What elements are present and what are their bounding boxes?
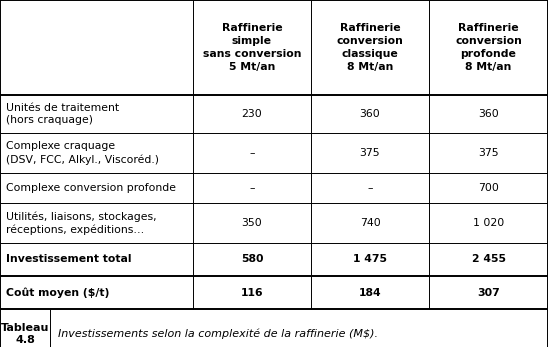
Text: 375: 375	[359, 148, 380, 158]
Text: 1 020: 1 020	[473, 218, 504, 228]
Text: Raffinerie
simple
sans conversion
5 Mt/an: Raffinerie simple sans conversion 5 Mt/a…	[203, 23, 301, 72]
Text: 230: 230	[242, 109, 262, 119]
Text: Unités de traitement
(hors craquage): Unités de traitement (hors craquage)	[6, 103, 119, 125]
Text: Coût moyen ($/t): Coût moyen ($/t)	[6, 287, 110, 298]
Text: Investissements selon la complexité de la raffinerie (M$).: Investissements selon la complexité de l…	[58, 329, 378, 339]
Text: 375: 375	[478, 148, 499, 158]
Text: –: –	[249, 183, 255, 193]
Text: 700: 700	[478, 183, 499, 193]
Text: 360: 360	[478, 109, 499, 119]
Text: Utilités, liaisons, stockages,
réceptions, expéditions…: Utilités, liaisons, stockages, réception…	[6, 211, 157, 235]
Text: Investissement total: Investissement total	[6, 254, 132, 264]
Text: 740: 740	[359, 218, 380, 228]
Text: 580: 580	[241, 254, 263, 264]
Text: 1 475: 1 475	[353, 254, 387, 264]
Text: Complexe conversion profonde: Complexe conversion profonde	[6, 183, 176, 193]
Text: 307: 307	[477, 288, 500, 297]
Text: –: –	[367, 183, 373, 193]
Text: 360: 360	[359, 109, 380, 119]
Text: –: –	[249, 148, 255, 158]
Text: 116: 116	[241, 288, 263, 297]
Text: 350: 350	[242, 218, 262, 228]
Text: Raffinerie
conversion
profonde
8 Mt/an: Raffinerie conversion profonde 8 Mt/an	[455, 23, 522, 72]
Text: Tableau
4.8: Tableau 4.8	[1, 323, 49, 345]
Text: Raffinerie
conversion
classique
8 Mt/an: Raffinerie conversion classique 8 Mt/an	[336, 23, 403, 72]
Text: Complexe craquage
(DSV, FCC, Alkyl., Viscoréd.): Complexe craquage (DSV, FCC, Alkyl., Vis…	[6, 142, 159, 164]
Text: 184: 184	[359, 288, 381, 297]
Text: 2 455: 2 455	[471, 254, 505, 264]
